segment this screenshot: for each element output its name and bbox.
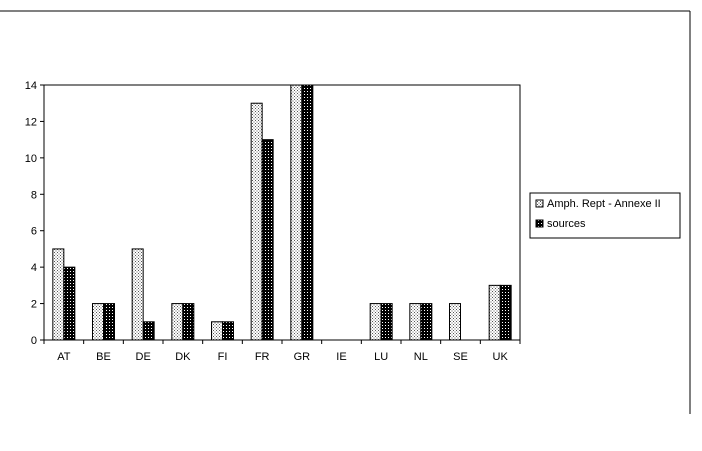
y-tick-label: 10 (25, 153, 37, 165)
bar-series-1 (211, 321, 223, 341)
x-tick-label: AT (57, 351, 71, 363)
x-tick-label: NL (414, 351, 428, 363)
bar-series-1 (449, 303, 461, 341)
bar-series-2 (301, 84, 314, 341)
bar-series-2 (420, 303, 433, 341)
bar-series-2 (63, 266, 76, 341)
bar-series-2 (182, 303, 195, 341)
bar-series-1 (52, 248, 65, 341)
legend-box (529, 192, 681, 239)
plot-border (43, 84, 521, 341)
bar-series-1 (250, 102, 263, 341)
x-tick-label: LU (374, 351, 388, 363)
y-tick-label: 8 (31, 189, 37, 201)
x-tick-label: SE (453, 351, 468, 363)
bar-series-2 (380, 303, 393, 341)
bar-series-1 (131, 248, 144, 341)
legend: Amph. Rept - Annexe II sources (529, 192, 681, 239)
y-tick-label: 2 (31, 299, 37, 311)
x-tick-label: FI (218, 351, 228, 363)
bar-series-1 (369, 303, 382, 341)
x-tick-label: BE (96, 351, 111, 363)
bar-series-2 (142, 321, 155, 341)
bar-series-2 (261, 139, 274, 341)
y-tick-label: 12 (25, 116, 37, 128)
bar-series-2 (103, 303, 115, 341)
legend-swatch (535, 219, 544, 228)
y-tick-label: 0 (31, 335, 37, 347)
x-tick-label: IE (336, 351, 346, 363)
bar-series-1 (488, 284, 501, 341)
x-tick-label: DK (175, 351, 191, 363)
x-tick-label: FR (255, 351, 270, 363)
y-tick-label: 14 (25, 80, 37, 92)
legend-label: Amph. Rept - Annexe II (547, 198, 661, 210)
bar-series-1 (409, 303, 422, 341)
bar-series-1 (290, 84, 303, 341)
y-tick-label: 6 (31, 226, 37, 238)
plot-area: 0 2 4 6 8 10 12 14 AT BE DE DK FI FR GR IE LU NL SE UK (25, 80, 521, 363)
legend-swatch (535, 199, 544, 208)
legend-label: sources (547, 218, 586, 230)
x-tick-label: DE (136, 351, 151, 363)
bar-series-2 (222, 321, 234, 341)
y-tick-label: 4 (31, 262, 37, 274)
bar-series-1 (92, 303, 104, 341)
bar-series-2 (499, 284, 512, 341)
x-tick-label: UK (493, 351, 509, 363)
bar-series-1 (171, 303, 184, 341)
x-tick-label: GR (294, 351, 311, 363)
